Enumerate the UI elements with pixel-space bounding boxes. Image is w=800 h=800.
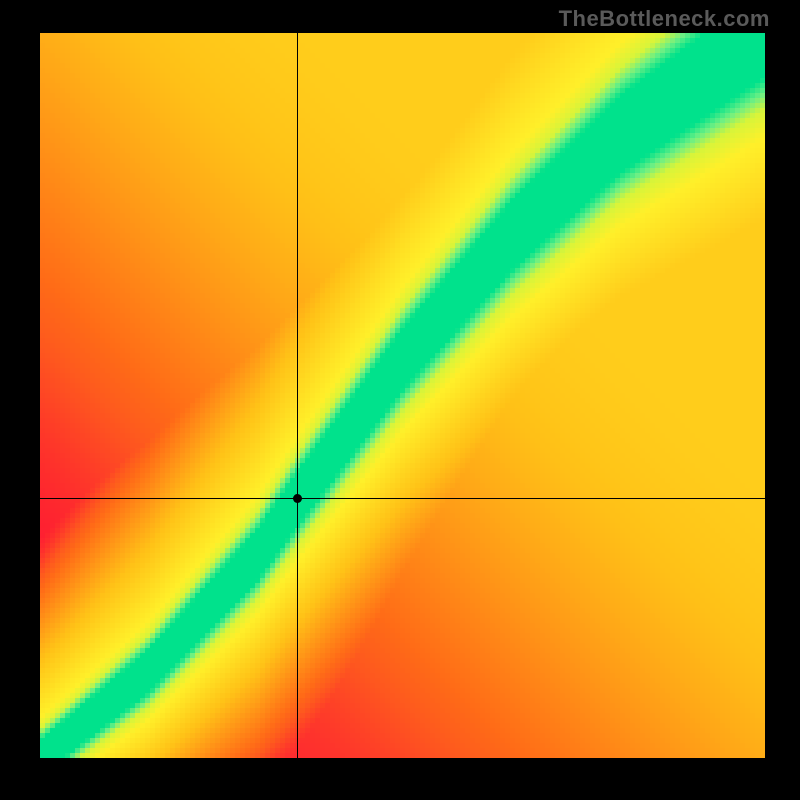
crosshair-vertical xyxy=(297,33,298,758)
heatmap-canvas xyxy=(40,33,765,758)
crosshair-horizontal xyxy=(40,498,765,499)
plot-area xyxy=(40,33,765,758)
page-root: { "watermark": { "text": "TheBottleneck.… xyxy=(0,0,800,800)
watermark-text: TheBottleneck.com xyxy=(559,6,770,32)
